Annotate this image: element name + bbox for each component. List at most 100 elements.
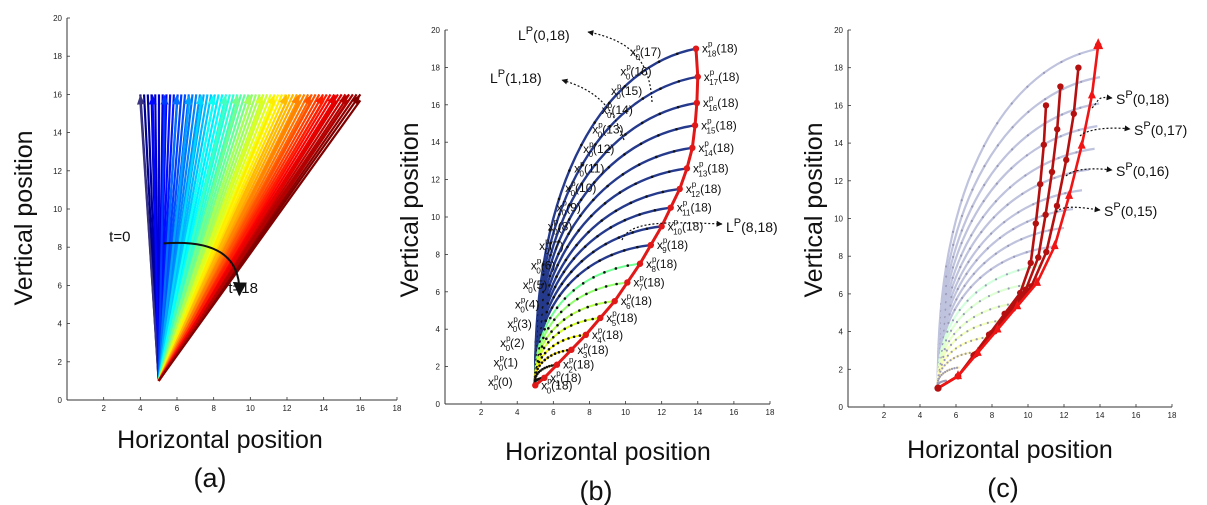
trajectory-point bbox=[549, 316, 552, 320]
red-column-point bbox=[1037, 180, 1044, 188]
panel-c-axes: 2 4 6 8 10 12 14 16 18 0 2 4 6 8 10 12 14 16 18 20 bbox=[834, 26, 1177, 420]
trajectory-point bbox=[534, 376, 537, 380]
point-label-arg: (18) bbox=[631, 294, 652, 308]
point-label-arg: (18) bbox=[715, 118, 736, 132]
right-point-label: xp 12(18) bbox=[686, 180, 722, 199]
panel-c-plot-area bbox=[934, 38, 1104, 392]
trajectory-point bbox=[603, 271, 606, 274]
arrow-head bbox=[219, 94, 228, 106]
panel-c-label: (c) bbox=[987, 473, 1018, 503]
point-label-sub: 7 bbox=[639, 283, 644, 292]
callout-L-1: LP(1,18) bbox=[490, 68, 542, 86]
point-label-base: x bbox=[611, 84, 617, 98]
red-column-point bbox=[1075, 64, 1082, 71]
panel-c-x-tick-label: 2 bbox=[882, 411, 887, 420]
trajectory-point bbox=[566, 283, 570, 287]
arrow-head bbox=[195, 94, 204, 105]
callout-S-2: SP(0,16) bbox=[1116, 161, 1169, 179]
callout-base: L bbox=[490, 70, 498, 86]
trajectory-point bbox=[608, 125, 612, 128]
point-label-base: x bbox=[583, 142, 589, 156]
callout-sup: P bbox=[1125, 89, 1132, 101]
faded-trajectory-point bbox=[956, 287, 959, 291]
callout-sub: (0,18) bbox=[533, 27, 570, 43]
trajectory-point bbox=[546, 302, 550, 305]
red-boundary-point bbox=[624, 279, 631, 286]
faded-trajectory-point bbox=[989, 268, 992, 271]
callout-leader-1 bbox=[561, 78, 625, 141]
point-label-arg: (18) bbox=[707, 161, 728, 175]
trajectory-point bbox=[537, 360, 541, 364]
faded-trajectory-point bbox=[964, 341, 967, 345]
point-label-base: x bbox=[539, 239, 545, 253]
faded-trajectory-point bbox=[983, 165, 986, 168]
panel-a-x-tick-label: 16 bbox=[356, 404, 365, 413]
callout-sub: (1,18) bbox=[505, 70, 542, 86]
faded-trajectory-point bbox=[1026, 134, 1029, 137]
point-label-sub: 0 bbox=[493, 383, 498, 392]
left-point-label: xp 0(14) bbox=[602, 101, 633, 120]
faded-trajectory-point bbox=[1042, 71, 1046, 74]
trajectory-point bbox=[575, 243, 578, 247]
faded-trajectory-point bbox=[958, 277, 961, 280]
trajectory-point bbox=[677, 80, 681, 83]
point-label-base: x bbox=[541, 378, 547, 392]
point-label-sup: p bbox=[494, 373, 499, 382]
faded-trajectory-point bbox=[998, 236, 1002, 240]
faded-trajectory-point bbox=[965, 272, 968, 275]
faded-trajectory-point bbox=[1032, 203, 1035, 206]
point-label-sup: p bbox=[589, 140, 594, 149]
left-point-label: xp 0(3) bbox=[507, 315, 532, 334]
left-point-label: xp 0(0) bbox=[488, 373, 513, 392]
point-label-arg: (2) bbox=[510, 336, 525, 350]
faded-trajectory-point bbox=[943, 358, 946, 362]
trajectory-point bbox=[617, 236, 621, 239]
faded-trajectory-point bbox=[978, 245, 981, 248]
point-label-arg: (16) bbox=[630, 64, 651, 78]
trajectory-point bbox=[604, 285, 608, 288]
right-point-label: xp 2(18) bbox=[563, 356, 594, 375]
callout-leader-2 bbox=[621, 220, 723, 241]
right-point-label: xp 8(18) bbox=[646, 255, 677, 274]
trajectory-point bbox=[621, 173, 625, 176]
trajectory-point bbox=[545, 337, 548, 341]
point-label-sub: 15 bbox=[707, 126, 716, 135]
point-label-base: x bbox=[500, 336, 506, 350]
arrow-head bbox=[148, 94, 157, 105]
panel-b-x-tick-label: 16 bbox=[729, 408, 738, 417]
red-column-arrowhead bbox=[973, 346, 982, 356]
point-label-sup: p bbox=[710, 68, 715, 77]
trajectory-point bbox=[661, 190, 665, 194]
panel-a-x-tick-label: 14 bbox=[319, 404, 328, 413]
red-boundary-point bbox=[689, 144, 696, 152]
faded-trajectory-point bbox=[942, 372, 945, 375]
point-label-sub: 0 bbox=[589, 150, 594, 159]
trajectory-point bbox=[553, 285, 557, 289]
trajectory-point bbox=[542, 346, 546, 350]
faded-trajectory-point bbox=[970, 234, 973, 237]
red-boundary-point bbox=[582, 331, 590, 339]
trajectory-point bbox=[549, 228, 552, 232]
panel-b-x-tick-label: 6 bbox=[551, 408, 556, 417]
callout-sup: P bbox=[498, 68, 505, 80]
right-point-label: xp 1(18) bbox=[550, 369, 581, 388]
point-label-sup: p bbox=[562, 198, 567, 207]
point-label-sup: p bbox=[699, 159, 704, 168]
trajectory-point bbox=[555, 275, 558, 278]
trajectory-point bbox=[594, 143, 597, 146]
trajectory-point bbox=[570, 313, 573, 317]
faded-trajectory-point bbox=[1026, 220, 1029, 223]
point-label-sup: p bbox=[598, 121, 603, 130]
red-boundary-point bbox=[694, 73, 701, 80]
red-boundary-point bbox=[597, 314, 604, 322]
point-label-sub: 13 bbox=[698, 169, 707, 178]
left-point-label: xp 0(10) bbox=[565, 179, 596, 198]
trajectory-point bbox=[569, 270, 573, 274]
trajectory-point bbox=[549, 241, 552, 245]
trajectory-point bbox=[653, 209, 657, 212]
faded-trajectory-point bbox=[971, 188, 974, 191]
callout-S-3: SP(0,15) bbox=[1104, 201, 1157, 219]
trajectory-point bbox=[615, 282, 618, 286]
red-column-arrowhead bbox=[993, 323, 1002, 333]
right-point-label: xp 6(18) bbox=[621, 292, 652, 311]
